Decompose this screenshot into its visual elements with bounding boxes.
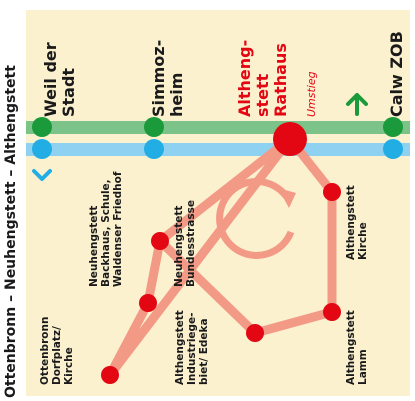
bus-stop-ottenbronn[interactable]	[101, 366, 119, 384]
bus-stop-neuhengstett-bundesstrasse[interactable]	[151, 232, 169, 250]
bus-stop-neuhengstett-backhaus[interactable]	[139, 294, 157, 312]
rail-line-green	[26, 121, 410, 134]
station-weil-der-stadt[interactable]	[32, 117, 52, 159]
label-simmozheim: Simmoz- heim	[149, 34, 186, 117]
arrow-down-icon	[32, 169, 52, 181]
label-umstieg: Umstieg	[305, 71, 318, 117]
label-althengstett-rathaus: Altheng- stett Rathaus	[235, 34, 290, 117]
label-calw-zob: Calw ZOB	[387, 31, 406, 117]
map-background	[26, 10, 410, 396]
rail-line-blue	[26, 143, 410, 156]
bus-stop-althengstett-kirche[interactable]	[323, 183, 341, 201]
station-simmozheim[interactable]	[144, 117, 164, 159]
circular-arrow-icon	[216, 177, 296, 259]
bus-stop-althengstett-industriegebiet[interactable]	[246, 324, 264, 342]
label-neuhengstett-bundesstrasse: Neuhengstett Bundesstrasse	[173, 200, 197, 287]
label-weil-der-stadt: Weil der Stadt	[41, 37, 78, 117]
station-althengstett-rathaus[interactable]	[273, 122, 307, 156]
station-calw-zob[interactable]	[383, 117, 403, 159]
bus-stop-althengstett-lamm[interactable]	[323, 303, 341, 321]
label-althengstett-lamm: Althengstett Lamm	[345, 307, 369, 385]
map-title: Ottenbronn – Neuhengstett – Althengstett	[3, 65, 19, 398]
label-althengstett-kirche: Althengstett Kirche	[345, 182, 369, 260]
label-ottenbronn: Ottenbronn Dorfplatz/ Kirche	[39, 313, 75, 385]
arrow-up-icon	[346, 93, 368, 116]
label-althengstett-industriegebiet: Althengstett Industriege- biet/ Edeka	[174, 307, 210, 385]
label-neuhengstett-backhaus: Neuhengstett Backhaus, Schule, Waldenser…	[88, 171, 124, 287]
